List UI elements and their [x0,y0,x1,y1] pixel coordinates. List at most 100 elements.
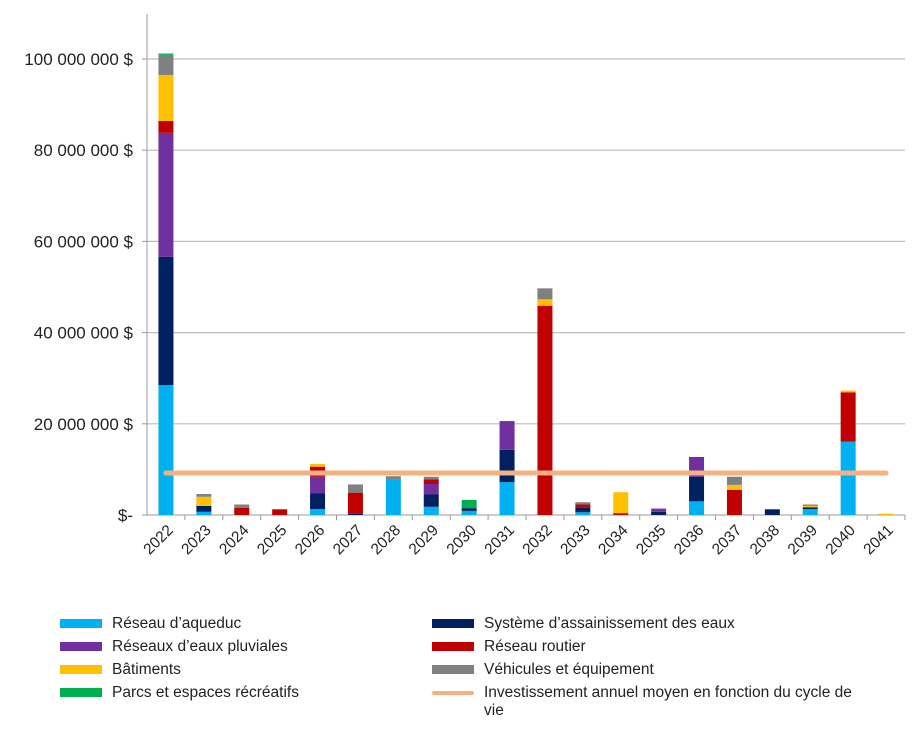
x-tick-label: 2024 [216,522,253,559]
bar-segment [347,513,363,515]
bar-segment [158,74,174,122]
bar-segment [575,507,591,513]
y-tick-label: 20 000 000 $ [34,415,134,434]
legend-swatch [432,619,474,628]
bar-segment [310,509,326,515]
x-tick-label: 2034 [595,522,632,559]
bar-segment [423,476,439,480]
legend-swatch [60,688,102,697]
bar-segment [423,506,439,515]
bar-segment [461,510,477,515]
x-tick-label: 2036 [671,522,707,558]
bar-segment [310,476,326,494]
legend-swatch [432,665,474,674]
x-tick-label: 2037 [709,522,745,558]
bar-segment [764,509,780,515]
legend-item: Réseau d’aqueduc [60,615,241,633]
stacked-bar-chart: $- 20 000 000 $ 40 000 000 $ 60 000 000 $ 80… [24,14,906,559]
x-tick-label: 2030 [444,522,481,559]
x-tick-label: 2038 [747,522,783,558]
x-tick-label: 2028 [368,522,404,558]
x-tick-label: 2026 [292,522,328,558]
bar-segment [234,504,250,508]
bar-segment [537,299,553,306]
x-tick-label: 2025 [254,522,290,558]
bar-segment [726,489,742,515]
bar-segment [878,513,894,515]
bar-segment [840,441,856,515]
legend-swatch [60,619,102,628]
legend-item: Réseaux d’eaux pluviales [60,638,288,656]
bar-segment [651,508,667,512]
bar-segment [689,457,705,458]
bar-segment [234,507,250,515]
bar-segment [196,494,212,497]
bar-segment [499,482,515,515]
legend-item: Investissement annuel moyen en fonction … [432,684,872,720]
bar-segment [423,483,439,495]
legend-label: Système d’assainissement des eaux [484,615,735,632]
bar-segment [613,492,629,514]
x-tick-label: 2032 [519,522,555,558]
bar-segment [310,463,326,467]
legend-swatch [60,665,102,674]
bar-segment [347,492,363,514]
legend-label: Véhicules et équipement [484,661,654,678]
legend-swatch [432,642,474,651]
bar-segment [575,502,591,505]
bar-segment [310,493,326,510]
bar-segment [802,507,818,510]
bar-segment [537,305,553,515]
bar-segment [196,511,212,515]
legend-label: Réseau routier [484,638,586,655]
bar-segment [802,509,818,515]
legend-label: Bâtiments [112,661,181,678]
bar-segment [158,54,174,75]
bar-segment [726,476,742,485]
x-tick-label: 2023 [178,522,214,558]
bar-segment [689,476,705,502]
bar-segment [689,501,705,515]
legend-label: Réseau d’aqueduc [112,615,242,632]
bar-segment [802,504,818,506]
bar-segment [272,509,288,515]
x-tick-label: 2035 [633,522,669,558]
bar-segment [461,508,477,511]
bar-segment [499,449,515,483]
bar-segment [423,494,439,507]
legend-swatch [432,691,474,695]
legend-label: Parcs et espaces récréatifs [112,684,299,701]
y-tick-label: 60 000 000 $ [34,232,134,251]
legend-item: Bâtiments [60,661,181,679]
y-tick-label: 100 000 000 $ [24,50,133,69]
bar-segment [385,476,401,480]
x-tick-label: 2031 [481,522,517,558]
x-tick-label: 2033 [557,522,593,558]
x-tick-label: 2029 [406,522,442,558]
bar-segment [726,484,742,490]
bar-segment [196,505,212,512]
x-tick-label: 2040 [823,522,860,559]
legend-item: Parcs et espaces récréatifs [60,684,299,702]
bar-segment [158,256,174,386]
y-tick-label: 40 000 000 $ [34,324,134,343]
bar-segment [613,513,629,515]
bar-segment [461,499,477,509]
bar-segment [802,505,818,508]
legend-label: Réseaux d’eaux pluviales [112,638,288,655]
bar-segment [196,496,212,506]
x-tick-label: 2027 [330,522,366,558]
y-tick-label: $- [118,506,133,525]
y-tick-label: 80 000 000 $ [34,141,134,160]
bar-segment [651,511,667,515]
bar-segment [158,121,174,133]
bar-segment [575,504,591,508]
legend-item: Système d’assainissement des eaux [432,615,735,633]
bar-segment [158,385,174,515]
bar-segment [840,392,856,442]
bar-segment [575,512,591,515]
bar-segment [537,288,553,300]
x-tick-label: 2041 [860,522,896,558]
bar-segment [840,390,856,393]
